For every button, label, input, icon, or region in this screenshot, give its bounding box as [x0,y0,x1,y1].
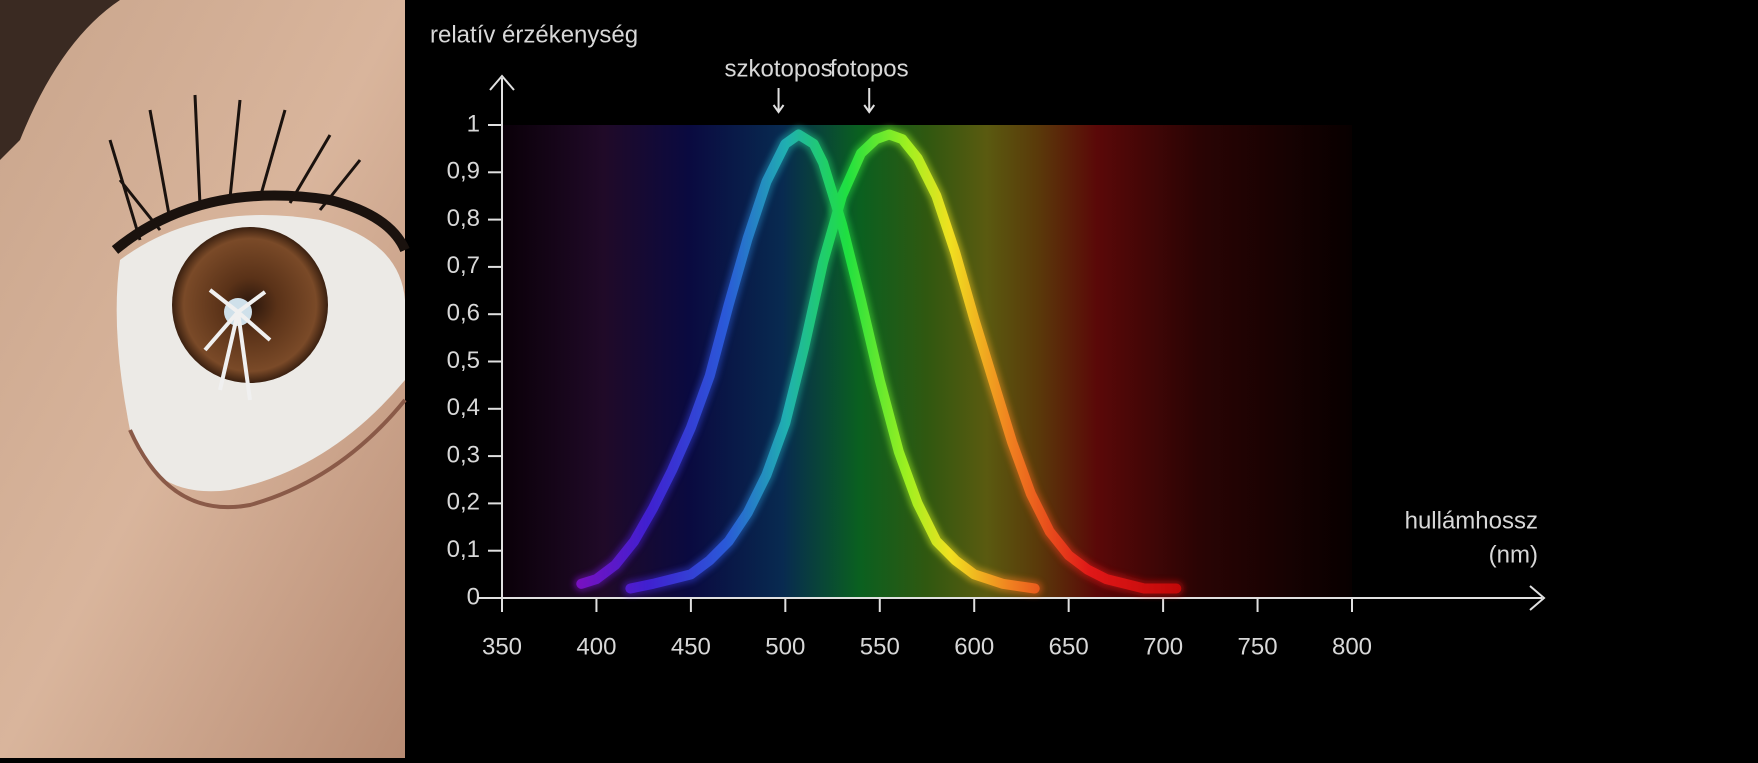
x-tick-label: 550 [860,633,900,660]
y-tick-label: 1 [467,110,480,137]
x-tick-label: 500 [765,633,805,660]
x-axis-label: hullámhossz [1405,507,1538,534]
x-tick-label: 450 [671,633,711,660]
x-tick-label: 400 [576,633,616,660]
series-line [576,129,1040,594]
y-tick-label: 0,1 [447,536,480,563]
y-tick-label: 0,4 [447,394,480,421]
y-tick-label: 0,2 [447,489,480,516]
y-axis-label: relatív érzékenység [430,21,638,48]
x-tick-label: 600 [954,633,994,660]
y-tick-label: 0,9 [447,158,480,185]
y-tick-label: 0,8 [447,205,480,232]
series-label-arrow [863,88,876,114]
x-tick-label: 350 [482,633,522,660]
y-tick-label: 0,6 [447,300,480,327]
x-tick-label: 750 [1238,633,1278,660]
eye-photo [0,0,410,758]
series-label: fotopos [830,55,909,82]
x-axis-arrow [1529,585,1546,611]
series-label-arrow [772,88,785,114]
y-tick-label: 0,3 [447,441,480,468]
x-tick-label: 650 [1049,633,1089,660]
series-line [625,129,1182,594]
y-tick-label: 0,5 [447,347,480,374]
x-tick-label: 800 [1332,633,1372,660]
series-label: szkotopos [725,55,833,82]
y-tick-label: 0 [467,583,480,610]
x-tick-label: 700 [1143,633,1183,660]
y-tick-label: 0,7 [447,252,480,279]
y-axis-arrow [489,74,515,91]
x-axis-unit: (nm) [1489,541,1538,568]
